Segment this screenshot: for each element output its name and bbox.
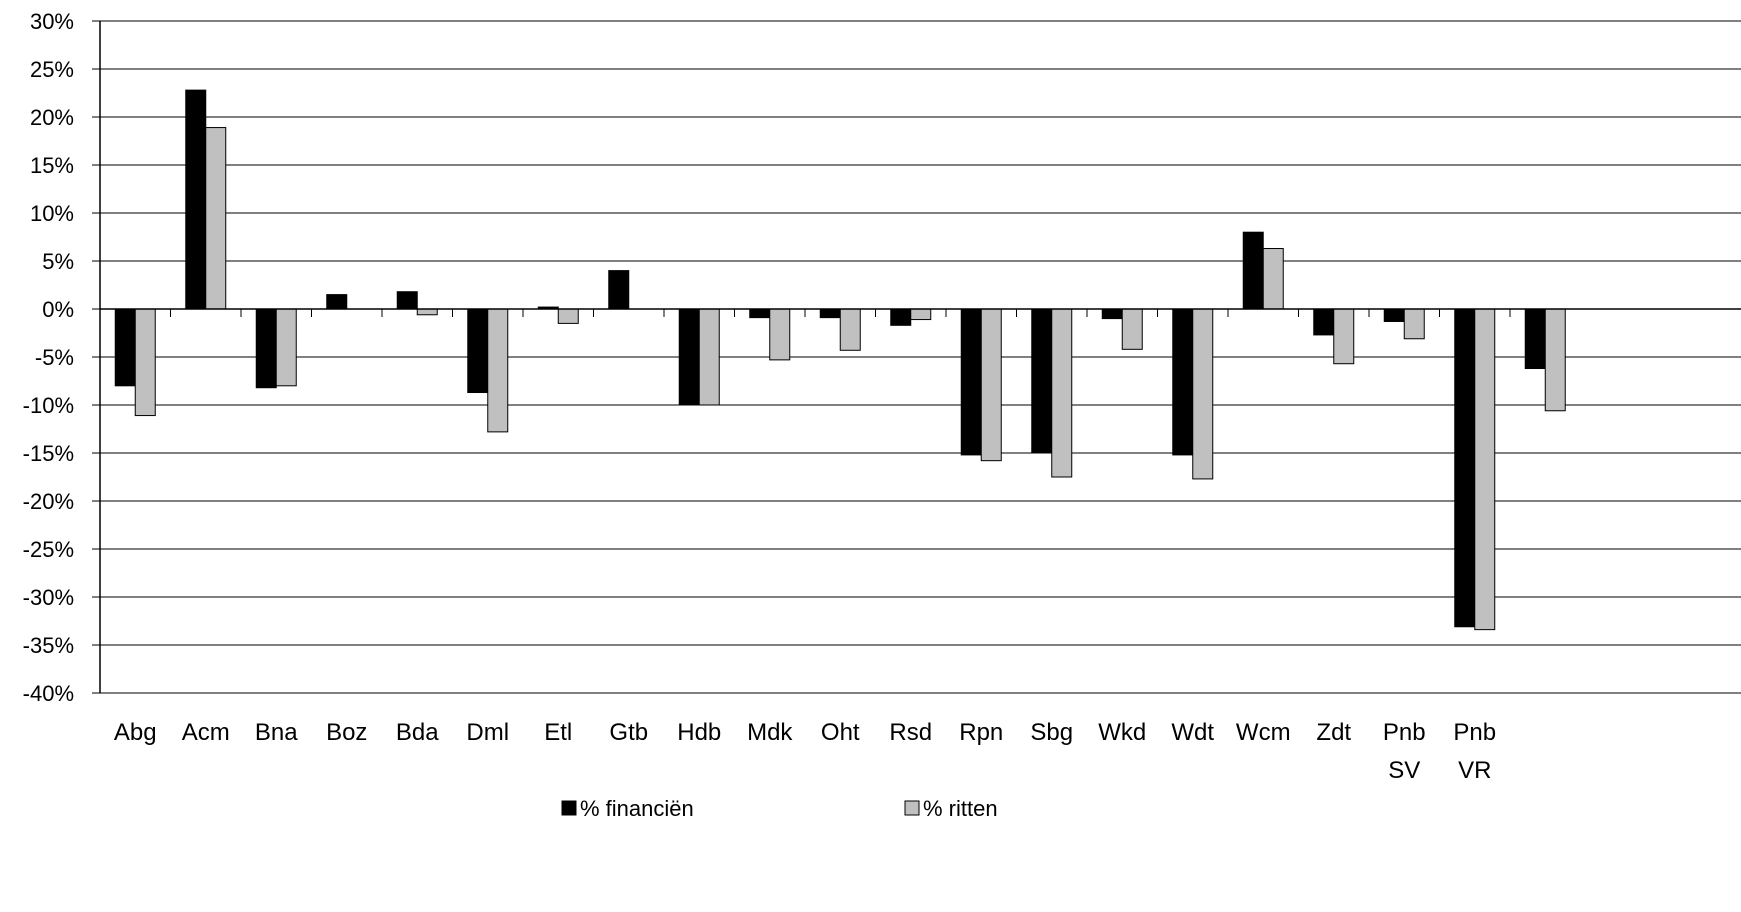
bar-ritten — [698, 308, 720, 406]
x-category-label: SV — [1388, 757, 1420, 784]
bar-financien — [1101, 308, 1123, 320]
bar-financien — [114, 308, 136, 387]
legend-swatch — [561, 800, 577, 816]
bar-financien — [1031, 308, 1053, 454]
bar-financien — [608, 270, 630, 310]
x-category-label: Wkd — [1098, 719, 1146, 746]
axes — [99, 21, 1741, 693]
bar-ritten — [1262, 248, 1284, 310]
bar-ritten — [134, 308, 156, 417]
bar-financien — [1172, 308, 1194, 456]
y-tick-label: -35% — [23, 633, 74, 658]
x-category-label: Hdb — [677, 719, 721, 746]
x-category-label: Rpn — [959, 719, 1003, 746]
y-tick-label: 5% — [42, 249, 74, 274]
y-tick-label: -30% — [23, 585, 74, 610]
x-category-label: Mdk — [747, 719, 793, 746]
y-tick-label: 30% — [30, 9, 74, 34]
bar-ritten — [1192, 308, 1214, 480]
legend-label: % financiën — [580, 796, 694, 821]
y-tick-label: 20% — [30, 105, 74, 130]
y-tick-label: -20% — [23, 489, 74, 514]
y-tick-label: -10% — [23, 393, 74, 418]
bar-financien — [1524, 308, 1546, 370]
x-category-label: Pnb — [1383, 719, 1426, 746]
x-category-label: Oht — [821, 719, 860, 746]
bar-ritten — [416, 308, 438, 316]
y-tick-label: 0% — [42, 297, 74, 322]
bar-financien — [1383, 308, 1405, 322]
y-tick-label: -5% — [35, 345, 74, 370]
bar-ritten — [1051, 308, 1073, 478]
y-tick-label: -40% — [23, 681, 74, 706]
bar-ritten — [557, 308, 579, 324]
x-category-label: Bna — [255, 719, 298, 746]
legend-swatch — [904, 800, 920, 816]
x-category-label: Zdt — [1316, 719, 1351, 746]
y-tick-label: 25% — [30, 57, 74, 82]
bar-financien — [255, 308, 277, 389]
bar-ritten — [205, 127, 227, 310]
bar-financien — [819, 308, 841, 319]
bars — [99, 89, 1566, 631]
bar-financien — [326, 294, 348, 310]
legend-label: % ritten — [923, 796, 998, 821]
x-category-label: Sbg — [1030, 719, 1073, 746]
x-category-label: Wdt — [1171, 719, 1214, 746]
bar-financien — [960, 308, 982, 456]
bar-financien — [1313, 308, 1335, 336]
bar-ritten — [839, 308, 861, 351]
x-category-label: Boz — [326, 719, 367, 746]
x-category-label: Etl — [544, 719, 572, 746]
x-axis-category-labels: Abg Acm Bna Boz Bda Dml Etl Gtb Hdb Mdk Oht Rsd Rpn S… — [114, 719, 1496, 784]
bar-financien — [1242, 231, 1264, 310]
bar-financien — [749, 308, 771, 319]
bar-ritten — [275, 308, 297, 387]
bar-financien — [467, 308, 489, 394]
bar-financien — [890, 308, 912, 326]
bar-ritten — [1403, 308, 1425, 340]
bar-financien — [396, 291, 418, 310]
bar-ritten — [910, 308, 932, 321]
bar-ritten — [1333, 308, 1355, 365]
x-category-label: VR — [1458, 757, 1491, 784]
x-category-label: Abg — [114, 719, 157, 746]
bar-financien — [1454, 308, 1476, 628]
x-category-label: Pnb — [1453, 719, 1496, 746]
x-category-label: Dml — [466, 719, 509, 746]
x-category-label: Acm — [182, 719, 230, 746]
y-tick-label: 10% — [30, 201, 74, 226]
x-category-label: Bda — [396, 719, 439, 746]
bar-financien — [678, 308, 700, 406]
bar-ritten — [980, 308, 1002, 462]
bar-ritten — [487, 308, 509, 433]
y-axis-tick-labels: 30% 25% 20% 15% 10% 5% 0% -5% -10% -15% -20% -25% -3… — [23, 9, 74, 706]
x-category-label: Wcm — [1236, 719, 1291, 746]
bar-ritten — [1474, 308, 1496, 631]
x-category-label: Gtb — [609, 719, 648, 746]
x-category-label: Rsd — [889, 719, 932, 746]
bar-ritten — [769, 308, 791, 361]
y-tick-label: 15% — [30, 153, 74, 178]
bar-ritten — [1121, 308, 1143, 350]
y-tick-label: -15% — [23, 441, 74, 466]
legend: % financiën % ritten — [561, 796, 998, 821]
bar-financien — [185, 89, 207, 310]
y-tick-label: -25% — [23, 537, 74, 562]
bar-ritten — [1544, 308, 1566, 412]
